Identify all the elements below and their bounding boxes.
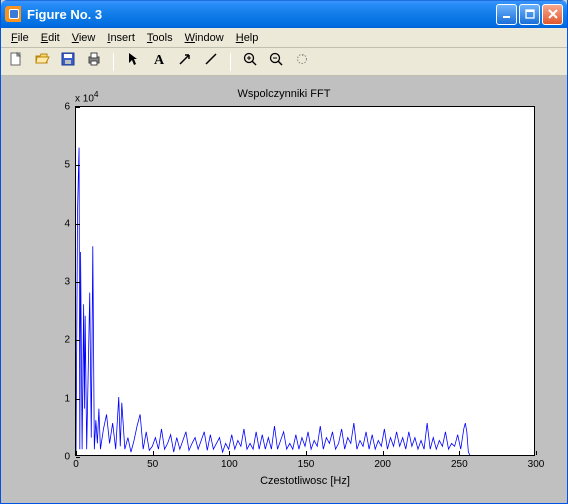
toolbar-separator: [113, 53, 114, 71]
save-icon: [60, 51, 76, 72]
ytick-label: 6: [56, 102, 76, 113]
ytick-label: 4: [56, 218, 76, 229]
new-file-icon: [8, 51, 24, 72]
window-title: Figure No. 3: [25, 7, 496, 22]
xtick-label: 300: [528, 455, 545, 470]
zoom-out-button[interactable]: [267, 53, 285, 71]
ytick-label: 1: [56, 393, 76, 404]
xtick-mark: [229, 451, 230, 455]
xtick-label: 50: [147, 455, 158, 470]
line-button[interactable]: [202, 53, 220, 71]
titlebar[interactable]: Figure No. 3: [1, 0, 567, 28]
menu-window[interactable]: Window: [179, 30, 230, 46]
minimize-button[interactable]: [496, 4, 517, 25]
xtick-mark: [536, 451, 537, 455]
arrow-icon: [177, 51, 193, 72]
xtick-label: 0: [73, 455, 79, 470]
xtick-label: 200: [374, 455, 391, 470]
ytick-mark: [76, 340, 80, 341]
menu-edit[interactable]: Edit: [35, 30, 66, 46]
menu-file[interactable]: File: [5, 30, 35, 46]
xtick-label: 100: [221, 455, 238, 470]
ytick-mark: [76, 165, 80, 166]
xtick-mark: [306, 451, 307, 455]
print-button[interactable]: [85, 53, 103, 71]
ytick-mark: [76, 282, 80, 283]
open-file-icon: [34, 51, 50, 72]
zoom-out-icon: [268, 51, 284, 72]
open-file-button[interactable]: [33, 53, 51, 71]
print-icon: [86, 51, 102, 72]
matlab-app-icon: [5, 6, 21, 22]
pointer-icon: [125, 51, 141, 72]
plot-container: x 104 Wspolczynniki FFT Czestotliwosc [H…: [9, 84, 559, 495]
ytick-label: 5: [56, 160, 76, 171]
window-buttons: [496, 4, 563, 25]
ytick-mark: [76, 399, 80, 400]
xtick-mark: [459, 451, 460, 455]
ytick-mark: [76, 107, 80, 108]
svg-text:A: A: [154, 53, 165, 67]
menu-view[interactable]: View: [66, 30, 102, 46]
pointer-button[interactable]: [124, 53, 142, 71]
figure-area: x 104 Wspolczynniki FFT Czestotliwosc [H…: [1, 76, 567, 503]
xtick-label: 250: [451, 455, 468, 470]
zoom-in-icon: [242, 51, 258, 72]
xtick-mark: [153, 451, 154, 455]
ytick-label: 2: [56, 335, 76, 346]
xtick-mark: [76, 451, 77, 455]
toolbar: A: [1, 48, 567, 76]
line-icon: [203, 51, 219, 72]
ytick-label: 3: [56, 277, 76, 288]
plot-axes: Czestotliwosc [Hz] 012345605010015020025…: [75, 106, 535, 456]
figure-window: Figure No. 3 FileEditViewInsertToolsWind…: [0, 0, 568, 504]
menu-tools[interactable]: Tools: [141, 30, 179, 46]
ytick-mark: [76, 224, 80, 225]
save-button[interactable]: [59, 53, 77, 71]
new-file-button[interactable]: [7, 53, 25, 71]
text-icon: A: [151, 51, 167, 72]
rotate-button[interactable]: [293, 53, 311, 71]
fft-line-plot: [76, 107, 534, 455]
fft-series-line: [76, 148, 470, 455]
text-button[interactable]: A: [150, 53, 168, 71]
maximize-button[interactable]: [519, 4, 540, 25]
x-axis-label: Czestotliwosc [Hz]: [76, 475, 534, 487]
close-button[interactable]: [542, 4, 563, 25]
menubar: FileEditViewInsertToolsWindowHelp: [1, 28, 567, 48]
toolbar-separator: [230, 53, 231, 71]
arrow-button[interactable]: [176, 53, 194, 71]
plot-title: Wspolczynniki FFT: [9, 88, 559, 100]
xtick-label: 150: [298, 455, 315, 470]
menu-help[interactable]: Help: [230, 30, 265, 46]
menu-insert[interactable]: Insert: [101, 30, 141, 46]
rotate-icon: [294, 51, 310, 72]
zoom-in-button[interactable]: [241, 53, 259, 71]
xtick-mark: [383, 451, 384, 455]
